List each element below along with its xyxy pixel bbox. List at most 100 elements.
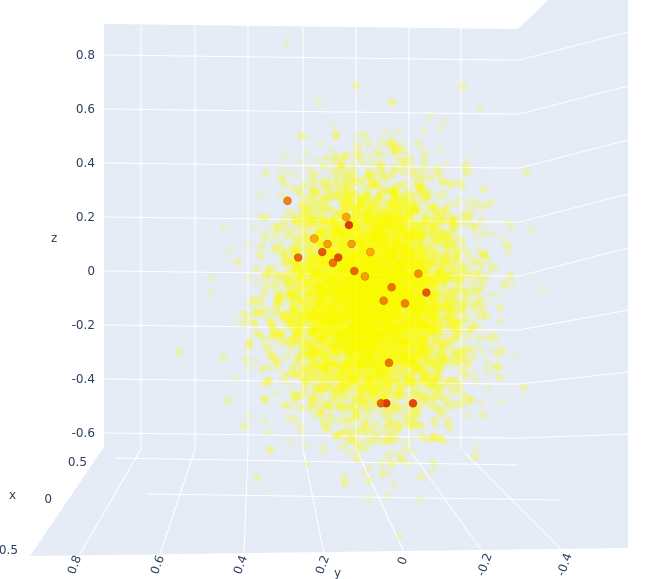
cloud-point (497, 397, 506, 406)
cloud-point (404, 257, 413, 266)
cloud-point (372, 359, 381, 369)
cloud-point (296, 201, 305, 210)
cloud-point (206, 288, 215, 298)
cloud-point (438, 206, 448, 216)
cloud-point (426, 324, 435, 334)
cloud-point (398, 179, 407, 188)
cloud-point (383, 252, 392, 261)
cloud-point (436, 321, 445, 330)
cloud-point (347, 294, 356, 303)
z-grid-line (103, 54, 519, 61)
cloud-point (358, 392, 367, 401)
cloud-point (342, 227, 351, 236)
cloud-point (296, 294, 305, 303)
cloud-point (357, 238, 366, 247)
cloud-point (304, 202, 313, 211)
cloud-point (438, 229, 447, 238)
cloud-point (360, 292, 370, 301)
cloud-point (442, 310, 451, 319)
cloud-point (298, 340, 308, 349)
cloud-point (442, 315, 452, 324)
cloud-point (365, 159, 374, 168)
cloud-point (302, 237, 311, 247)
cloud-point (283, 307, 292, 316)
cloud-point (309, 261, 319, 270)
cloud-point (363, 195, 373, 204)
cloud-point (407, 288, 416, 297)
cloud-point (488, 347, 498, 356)
cloud-point (294, 208, 303, 218)
cloud-point (421, 215, 431, 225)
cloud-point (409, 246, 418, 255)
cloud-point (293, 275, 302, 284)
floor-grid-line (79, 448, 142, 555)
cloud-point (395, 283, 404, 293)
floor-grid-line (302, 448, 325, 555)
scene-floor (30, 447, 628, 556)
cloud-point (337, 400, 346, 409)
cloud-point (324, 329, 334, 339)
z-grid-line (103, 324, 519, 331)
cloud-point (399, 251, 408, 260)
cloud-point (446, 302, 455, 312)
cloud-point (410, 366, 419, 375)
cloud-point (408, 358, 418, 368)
cloud-point (386, 207, 395, 216)
cloud-point (380, 265, 389, 274)
cloud-point (425, 113, 434, 122)
cloud-point (320, 447, 330, 456)
cloud-point (437, 271, 446, 280)
cloud-point (349, 299, 358, 308)
z-grid-line (103, 108, 519, 115)
cloud-point (346, 373, 355, 382)
cloud-point (363, 232, 372, 241)
cloud-point (293, 233, 302, 242)
cloud-point (316, 139, 326, 148)
cloud-point (411, 365, 420, 375)
cloud-point (422, 276, 432, 285)
cloud-point (245, 412, 254, 421)
cloud-point (395, 315, 404, 324)
cloud-point (336, 312, 345, 321)
cloud-point (325, 286, 334, 296)
cloud-point (324, 249, 333, 259)
cloud-point (362, 288, 372, 297)
cloud-point (388, 266, 398, 275)
cloud-point (381, 236, 390, 246)
cloud-point (361, 255, 370, 264)
cloud-point (315, 299, 324, 308)
cloud-point (358, 350, 368, 359)
cloud-point (313, 288, 322, 297)
cloud-point (348, 297, 357, 306)
cloud-point (356, 155, 365, 164)
cloud-point (395, 256, 405, 266)
cloud-point (350, 276, 359, 285)
cloud-point (375, 332, 385, 341)
cloud-point (419, 369, 428, 378)
cloud-point (399, 272, 408, 281)
cloud-point (380, 303, 389, 313)
floor-grid-line (355, 448, 406, 555)
cloud-point (416, 298, 425, 308)
cloud-point (349, 363, 359, 373)
cloud-point (434, 300, 443, 309)
side-grid-line (517, 433, 629, 439)
cloud-point (386, 378, 395, 387)
cloud-point (323, 283, 333, 292)
cloud-point (416, 285, 425, 294)
yellow-point-cloud (174, 39, 548, 542)
cloud-point (402, 178, 412, 188)
cloud-point (464, 298, 473, 307)
z-grid-line (103, 378, 519, 385)
cloud-point (402, 247, 411, 256)
cloud-point (366, 265, 375, 274)
cloud-point (377, 323, 386, 333)
cloud-point (288, 243, 297, 252)
cloud-point (377, 281, 387, 290)
cloud-point (461, 336, 470, 345)
cloud-point (402, 309, 412, 318)
cloud-point (312, 268, 321, 277)
cloud-point (378, 242, 387, 251)
cloud-point (329, 275, 338, 285)
